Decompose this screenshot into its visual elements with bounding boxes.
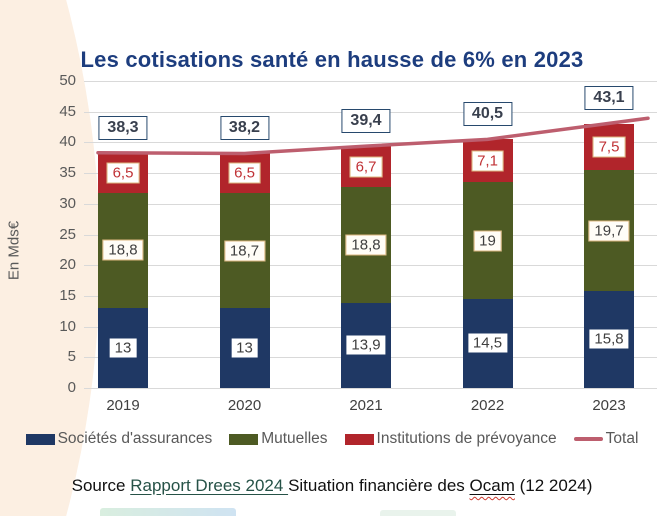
total-value-label: 39,4 xyxy=(341,109,391,134)
segment-value-label: 6,5 xyxy=(228,162,261,184)
gridline xyxy=(84,81,657,82)
total-value-label: 43,1 xyxy=(584,86,634,111)
x-axis-category-label: 2022 xyxy=(470,397,505,414)
segment-value-label: 13 xyxy=(231,338,258,358)
x-axis-category-label: 2019 xyxy=(106,397,140,414)
legend-item: Institutions de prévoyance xyxy=(344,430,557,448)
y-axis-tick-label: 5 xyxy=(67,348,76,366)
bottom-accent-right xyxy=(380,510,456,516)
source-link[interactable]: Rapport Drees 2024 xyxy=(130,476,289,495)
segment-value-label: 6,5 xyxy=(106,162,140,184)
y-axis-tick-label: 15 xyxy=(59,286,76,304)
source-misspelled-word: Ocam xyxy=(469,476,515,495)
chart-legend: Sociétés d'assurances Mutuelles Institutio… xyxy=(0,430,664,448)
y-axis-tick-label: 40 xyxy=(59,133,76,151)
y-axis-tick-label: 20 xyxy=(59,256,76,274)
source-suffix: (12 2024) xyxy=(514,476,593,495)
segment-value-label: 18,8 xyxy=(345,234,387,256)
source-line: Source Rapport Drees 2024 Situation fina… xyxy=(0,476,664,496)
legend-label: Total xyxy=(605,430,639,447)
legend-item: Sociétés d'assurances xyxy=(25,430,213,448)
y-axis-tick-label: 45 xyxy=(59,102,76,120)
y-axis-tick-label: 35 xyxy=(59,164,76,182)
segment-value-label: 6,7 xyxy=(349,156,383,178)
legend-color-swatch xyxy=(229,433,259,445)
x-axis-category-label: 2021 xyxy=(349,397,383,414)
segment-value-label: 7,1 xyxy=(471,150,504,171)
y-axis-tick-label: 30 xyxy=(59,194,76,212)
bottom-accent-left xyxy=(100,508,236,516)
segment-value-label: 18,8 xyxy=(102,239,144,261)
segment-value-label: 13,9 xyxy=(346,335,386,355)
segment-value-label: 15,8 xyxy=(589,329,629,349)
y-axis-tick-label: 25 xyxy=(59,225,76,243)
background-blob xyxy=(0,0,100,516)
gridline xyxy=(84,388,657,389)
legend-label: Institutions de prévoyance xyxy=(376,430,557,447)
source-prefix: Source xyxy=(71,476,131,495)
segment-value-label: 18,7 xyxy=(223,240,266,262)
legend-item: Total xyxy=(573,430,639,448)
legend-color-swatch xyxy=(344,433,374,445)
y-axis-tick-label: 50 xyxy=(59,72,76,89)
source-middle: Situation financière des xyxy=(288,476,470,495)
segment-value-label: 13 xyxy=(109,338,137,358)
segment-value-label: 7,5 xyxy=(592,136,626,158)
segment-value-label: 19,7 xyxy=(588,220,630,241)
segment-value-label: 14,5 xyxy=(467,333,508,353)
segment-value-label: 19 xyxy=(473,230,502,252)
legend-line-swatch xyxy=(573,437,603,441)
legend-label: Sociétés d'assurances xyxy=(57,430,213,447)
y-axis-tick-label: 0 xyxy=(67,379,76,396)
total-value-label: 38,2 xyxy=(219,116,270,141)
page-title: Les cotisations santé en hausse de 6% en… xyxy=(80,46,584,72)
y-axis-tick-label: 10 xyxy=(59,317,76,335)
total-value-label: 38,3 xyxy=(98,115,148,140)
legend-label: Mutuelles xyxy=(261,430,328,447)
x-axis-category-label: 2023 xyxy=(592,397,626,414)
gridline xyxy=(84,142,657,144)
legend-color-swatch xyxy=(25,433,55,445)
legend-item: Mutuelles xyxy=(229,430,328,448)
total-value-label: 40,5 xyxy=(462,102,513,127)
x-axis-category-label: 2020 xyxy=(227,397,262,414)
y-axis-title: En Mds€ xyxy=(5,220,23,281)
